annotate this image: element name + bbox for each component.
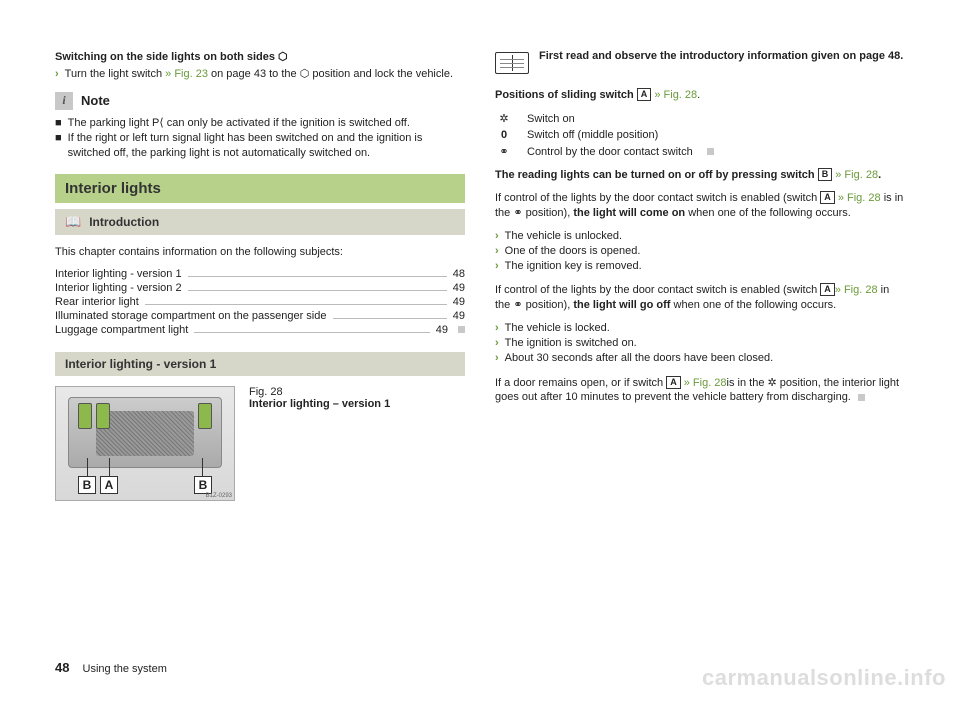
open-book-icon [495,52,529,74]
toc-leader [188,282,447,291]
section-end-icon [707,148,714,155]
definition-row: ✲ Switch on [495,111,905,128]
figure-caption: Fig. 28 Interior lighting – version 1 [249,386,390,501]
fig28-link: » Fig. 28 [651,89,697,101]
battery-para: If a door remains open, or if switch A »… [495,376,905,406]
left-column: Switching on the side lights on both sid… [55,50,465,511]
page-content: Switching on the side lights on both sid… [0,0,960,531]
note-header: i Note [55,92,465,110]
footer-section: Using the system [83,663,167,675]
toc-item: Illuminated storage compartment on the p… [55,310,465,322]
definitions-list: ✲ Switch on 0 Switch off (middle positio… [495,111,905,161]
switch-a-box: A [666,376,681,389]
figure-callout-b: B [194,476,212,494]
right-column: First read and observe the introductory … [495,50,905,511]
section-title: Interior lights [55,174,465,203]
definition-row: 0 Switch off (middle position) [495,127,905,144]
subsection-bar: Interior lighting - version 1 [55,352,465,376]
read-first-text: First read and observe the introductory … [539,50,903,74]
switch-a-box: A [637,88,652,101]
def-symbol: ⚭ [495,144,513,161]
off-bullets: ›The vehicle is locked. ›The ignition is… [495,321,905,366]
fig28-link: » Fig. 28 [832,169,878,181]
figure-button-b-left [78,403,92,429]
list-item: ›The ignition is switched on. [495,336,905,351]
toc-leader [194,324,429,333]
bullet-marker: › [55,67,59,82]
switching-bullet: › Turn the light switch » Fig. 23 on pag… [55,67,465,82]
positions-line: Positions of sliding switch A » Fig. 28. [495,88,905,103]
bullet-square-icon: ■ [55,131,62,161]
figure-code: B1Z-0293 [206,493,232,499]
note-bullet-2: ■ If the right or left turn signal light… [55,131,465,161]
light-off-para: If control of the lights by the door con… [495,283,905,313]
reading-lights-line: The reading lights can be turned on or o… [495,168,905,183]
toc-item: Interior lighting - version 1 48 [55,268,465,280]
def-symbol: 0 [495,127,513,144]
page-number: 48 [55,660,69,675]
list-item: ›The vehicle is unlocked. [495,229,905,244]
switch-a-box: A [820,283,835,296]
fig28-link: » Fig. 28 [835,284,878,296]
list-item: ›The ignition key is removed. [495,259,905,274]
introduction-bar: 📖 Introduction [55,209,465,235]
figure-grill [96,411,194,456]
section-end-icon [458,326,465,333]
intro-text: This chapter contains information on the… [55,245,465,260]
read-first-row: First read and observe the introductory … [495,50,905,74]
switching-heading: Switching on the side lights on both sid… [55,50,465,63]
book-icon: 📖 [65,214,81,230]
switching-text: Turn the light switch » Fig. 23 on page … [65,67,453,82]
figure-row: B A B B1Z-0293 Fig. 28 Interior lighting… [55,386,465,501]
info-icon: i [55,92,73,110]
introduction-label: Introduction [89,215,159,229]
figure-image: B A B B1Z-0293 [55,386,235,501]
toc: Interior lighting - version 1 48 Interio… [55,268,465,336]
note-label: Note [81,93,110,108]
section-end-icon [858,394,865,401]
list-item: ›One of the doors is opened. [495,244,905,259]
figure-leader-line [87,458,88,476]
def-symbol: ✲ [495,111,513,128]
switch-b-box: B [818,168,833,181]
fig28-link: » Fig. 28 [835,192,881,204]
list-item: ›About 30 seconds after all the doors ha… [495,351,905,366]
figure-callout-b: B [78,476,96,494]
figure-leader-line [109,458,110,476]
toc-leader [145,296,447,305]
figure-button-a [96,403,110,429]
definition-row: ⚭ Control by the door contact switch [495,144,905,161]
light-on-para: If control of the lights by the door con… [495,191,905,221]
fig28-link: » Fig. 28 [681,377,727,389]
page-footer: 48 Using the system [55,660,167,675]
toc-item: Luggage compartment light 49 [55,324,465,336]
figure-leader-line [202,458,203,476]
toc-item: Interior lighting - version 2 49 [55,282,465,294]
fig23-link: » Fig. 23 [165,68,208,80]
figure-callout-a: A [100,476,118,494]
toc-leader [333,310,447,319]
switch-a-box: A [820,191,835,204]
watermark: carmanualsonline.info [702,665,946,691]
on-bullets: ›The vehicle is unlocked. ›One of the do… [495,229,905,274]
figure-button-b-right [198,403,212,429]
toc-leader [188,268,447,277]
note-bullet-1: ■ The parking light P⟨ can only be activ… [55,116,465,131]
bullet-square-icon: ■ [55,116,62,131]
toc-item: Rear interior light 49 [55,296,465,308]
list-item: ›The vehicle is locked. [495,321,905,336]
